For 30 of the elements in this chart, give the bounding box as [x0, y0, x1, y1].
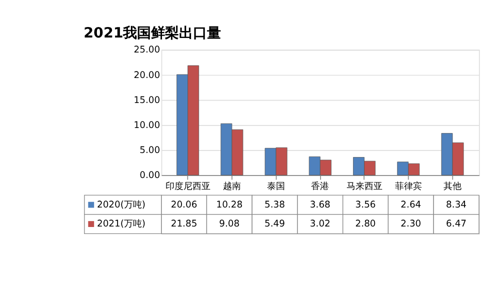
data-label: 5.38 [264, 199, 286, 210]
x-tick-label: 其他 [444, 180, 462, 192]
y-tick-label: 25.00 [134, 44, 160, 56]
data-label: 5.49 [264, 218, 286, 230]
data-label: 8.34 [446, 199, 467, 210]
data-label: 2.30 [400, 218, 422, 230]
data-label: 2.80 [355, 218, 376, 230]
legend-label: 2021(万吨) [96, 218, 146, 230]
x-tick-label: 泰国 [267, 180, 286, 192]
data-label: 3.56 [355, 199, 376, 210]
x-tick-label: 马来西亚 [346, 180, 382, 192]
y-tick-label: 15.00 [134, 94, 160, 106]
x-tick-label: 越南 [222, 180, 241, 192]
legend-label: 2020(万吨) [96, 199, 146, 210]
data-label: 2.64 [400, 199, 422, 210]
y-tick-label: 20.00 [134, 70, 160, 81]
x-tick-label: 印度尼西亚 [165, 180, 210, 192]
data-label: 20.06 [170, 199, 198, 210]
x-tick-label: 香港 [311, 180, 330, 192]
data-label: 10.28 [216, 199, 243, 210]
data-label: 21.85 [170, 218, 198, 230]
chart-title: 2021我国鲜梨出口量 [84, 26, 222, 42]
y-tick-label: 5.00 [140, 144, 160, 156]
data-label: 6.47 [446, 218, 467, 230]
data-label: 3.02 [310, 218, 330, 230]
x-tick-label: 菲律宾 [394, 180, 422, 192]
data-label: 3.68 [310, 199, 331, 210]
data-label: 9.08 [219, 218, 240, 230]
y-tick-label: 10.00 [134, 120, 160, 131]
y-tick-label: 0.00 [140, 170, 160, 182]
